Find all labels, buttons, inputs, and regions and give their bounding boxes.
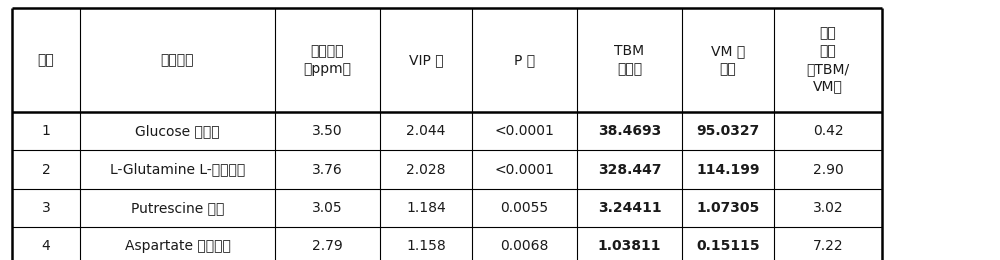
Text: 38.4693: 38.4693 — [598, 124, 661, 138]
Text: 3: 3 — [42, 201, 50, 215]
Text: 2: 2 — [42, 162, 50, 177]
Text: VM 组
均值: VM 组 均值 — [711, 44, 745, 76]
Text: 4: 4 — [42, 239, 50, 254]
Text: 1: 1 — [42, 124, 50, 138]
Text: 3.24411: 3.24411 — [598, 201, 661, 215]
Text: 0.0055: 0.0055 — [500, 201, 549, 215]
Text: VIP 值: VIP 值 — [409, 53, 443, 67]
Text: 7.22: 7.22 — [813, 239, 843, 254]
Text: 3.50: 3.50 — [312, 124, 343, 138]
Text: 代谢产物: 代谢产物 — [161, 53, 194, 67]
Text: 倍数
变化
（TBM/
VM）: 倍数 变化 （TBM/ VM） — [806, 26, 850, 94]
Text: 化学位移
（ppm）: 化学位移 （ppm） — [304, 44, 352, 76]
Text: 1.184: 1.184 — [406, 201, 446, 215]
Text: TBM
组均值: TBM 组均值 — [614, 44, 645, 76]
Text: 1.07305: 1.07305 — [696, 201, 760, 215]
Text: Glucose 葡萄糖: Glucose 葡萄糖 — [135, 124, 220, 138]
Text: Aspartate 天冬氨酸: Aspartate 天冬氨酸 — [125, 239, 230, 254]
Text: 95.0327: 95.0327 — [696, 124, 760, 138]
Text: 0.0068: 0.0068 — [500, 239, 549, 254]
Text: 114.199: 114.199 — [696, 162, 760, 177]
Text: 1.03811: 1.03811 — [598, 239, 661, 254]
Text: 1.158: 1.158 — [406, 239, 446, 254]
Text: 2.028: 2.028 — [406, 162, 446, 177]
Text: 2.79: 2.79 — [312, 239, 343, 254]
Text: 数量: 数量 — [38, 53, 54, 67]
Text: 0.15115: 0.15115 — [696, 239, 760, 254]
Text: <0.0001: <0.0001 — [495, 124, 554, 138]
Text: Putrescine 腐胺: Putrescine 腐胺 — [131, 201, 224, 215]
Text: 328.447: 328.447 — [598, 162, 661, 177]
Text: <0.0001: <0.0001 — [495, 162, 554, 177]
Text: L-Glutamine L-谷氨酰胺: L-Glutamine L-谷氨酰胺 — [110, 162, 245, 177]
Text: 3.02: 3.02 — [813, 201, 843, 215]
Text: 2.044: 2.044 — [406, 124, 446, 138]
Text: 0.42: 0.42 — [813, 124, 843, 138]
Text: 2.90: 2.90 — [813, 162, 843, 177]
Text: 3.76: 3.76 — [312, 162, 343, 177]
Text: 3.05: 3.05 — [312, 201, 343, 215]
Text: P 值: P 值 — [514, 53, 535, 67]
